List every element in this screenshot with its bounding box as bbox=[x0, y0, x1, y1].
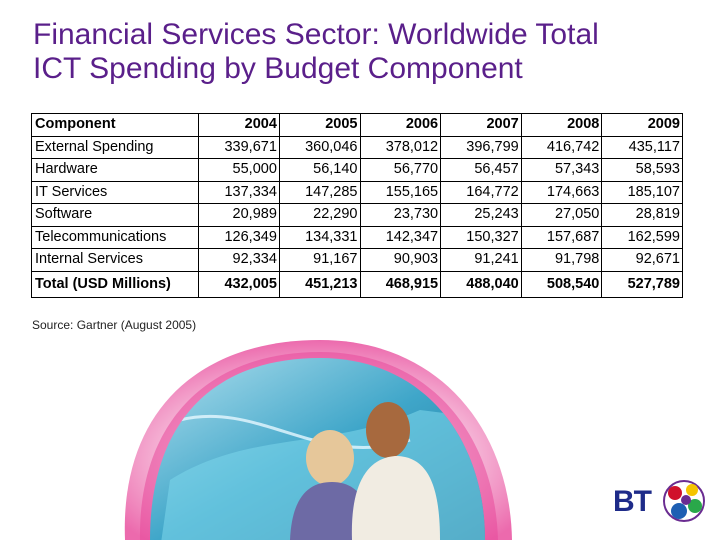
table-cell: 23,730 bbox=[359, 203, 442, 227]
table-cell: 339,671 bbox=[198, 135, 280, 159]
table-cell: 432,005 bbox=[198, 270, 280, 298]
table-cell: 360,046 bbox=[278, 135, 361, 159]
table-cell: 55,000 bbox=[198, 158, 280, 182]
table-total-row: Total (USD Millions) 432,005 451,213 468… bbox=[30, 270, 683, 298]
table-cell: 28,819 bbox=[601, 203, 683, 227]
table-cell: 155,165 bbox=[359, 180, 442, 204]
table-cell: 92,671 bbox=[601, 248, 683, 272]
table-row: Internal Services 92,334 91,167 90,903 9… bbox=[30, 248, 683, 272]
table-row: Telecommunications 126,349 134,331 142,3… bbox=[30, 225, 683, 249]
row-label: Internal Services bbox=[30, 248, 200, 272]
table-cell: 56,457 bbox=[440, 158, 522, 182]
table-cell: 185,107 bbox=[601, 180, 683, 204]
ict-spending-table: Component 2004 2005 2006 2007 2008 2009 … bbox=[30, 113, 683, 298]
table-cell: 22,290 bbox=[278, 203, 361, 227]
column-header-year: 2004 bbox=[198, 113, 280, 137]
table-cell: 58,593 bbox=[601, 158, 683, 182]
column-header-year: 2008 bbox=[520, 113, 603, 137]
table-cell: 508,540 bbox=[520, 270, 603, 298]
table-cell: 27,050 bbox=[520, 203, 603, 227]
table-cell: 451,213 bbox=[278, 270, 361, 298]
slide-title-line-1: Financial Services Sector: Worldwide Tot… bbox=[33, 18, 599, 51]
table-cell: 126,349 bbox=[198, 225, 280, 249]
table-row: IT Services 137,334 147,285 155,165 164,… bbox=[30, 180, 683, 204]
source-note: Source: Gartner (August 2005) bbox=[32, 318, 197, 332]
table-cell: 150,327 bbox=[440, 225, 522, 249]
table-cell: 174,663 bbox=[520, 180, 603, 204]
table-row: External Spending 339,671 360,046 378,01… bbox=[30, 135, 683, 159]
table-cell: 91,167 bbox=[278, 248, 361, 272]
table-cell: 396,799 bbox=[440, 135, 522, 159]
column-header-component: Component bbox=[30, 113, 200, 137]
table-header-row: Component 2004 2005 2006 2007 2008 2009 bbox=[30, 113, 683, 137]
table-cell: 25,243 bbox=[440, 203, 522, 227]
bt-logo-text: BT bbox=[613, 485, 652, 518]
table-cell: 416,742 bbox=[520, 135, 603, 159]
table-cell: 90,903 bbox=[359, 248, 442, 272]
table-cell: 162,599 bbox=[601, 225, 683, 249]
table-cell: 468,915 bbox=[359, 270, 442, 298]
row-label: External Spending bbox=[30, 135, 200, 159]
bt-piper-icon bbox=[663, 480, 705, 522]
row-label: Telecommunications bbox=[30, 225, 200, 249]
slide-title: Financial Services Sector: Worldwide Tot… bbox=[33, 18, 693, 86]
table-cell: 56,140 bbox=[278, 158, 361, 182]
table-cell: 92,334 bbox=[198, 248, 280, 272]
row-label: IT Services bbox=[30, 180, 200, 204]
table-cell: 435,117 bbox=[601, 135, 683, 159]
slide-title-line-2: ICT Spending by Budget Component bbox=[33, 52, 523, 85]
table-cell: 147,285 bbox=[278, 180, 361, 204]
table-row: Hardware 55,000 56,140 56,770 56,457 57,… bbox=[30, 158, 683, 182]
table-cell: 137,334 bbox=[198, 180, 280, 204]
table-row: Software 20,989 22,290 23,730 25,243 27,… bbox=[30, 203, 683, 227]
table-cell: 134,331 bbox=[278, 225, 361, 249]
table-cell: 378,012 bbox=[359, 135, 442, 159]
row-label: Software bbox=[30, 203, 200, 227]
table-cell: 142,347 bbox=[359, 225, 442, 249]
table-cell: 20,989 bbox=[198, 203, 280, 227]
table-cell: 164,772 bbox=[440, 180, 522, 204]
table-cell: 91,798 bbox=[520, 248, 603, 272]
table-cell: 527,789 bbox=[601, 270, 683, 298]
footer-photo bbox=[124, 340, 512, 540]
column-header-year: 2007 bbox=[440, 113, 522, 137]
table-cell: 91,241 bbox=[440, 248, 522, 272]
column-header-year: 2006 bbox=[359, 113, 442, 137]
column-header-year: 2005 bbox=[278, 113, 361, 137]
column-header-year: 2009 bbox=[601, 113, 683, 137]
table-cell: 157,687 bbox=[520, 225, 603, 249]
row-label: Total (USD Millions) bbox=[30, 270, 200, 298]
table-cell: 56,770 bbox=[359, 158, 442, 182]
table-cell: 57,343 bbox=[520, 158, 603, 182]
row-label: Hardware bbox=[30, 158, 200, 182]
table-cell: 488,040 bbox=[440, 270, 522, 298]
